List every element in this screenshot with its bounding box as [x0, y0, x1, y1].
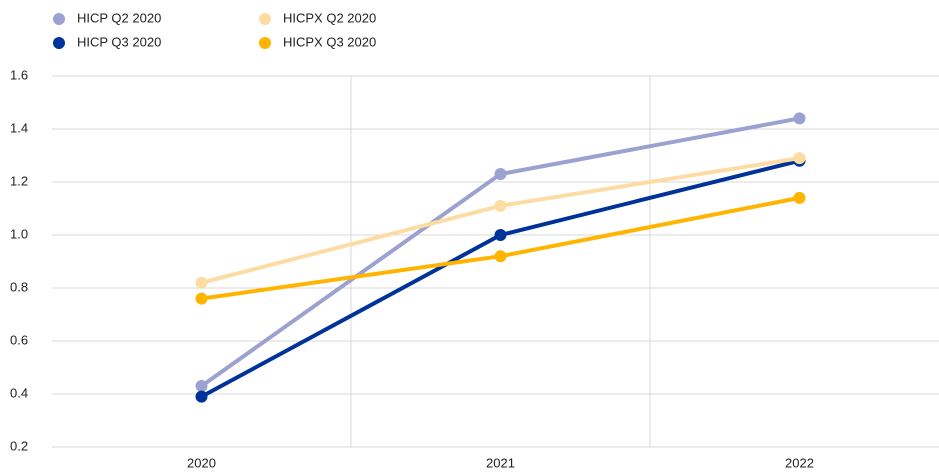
y-tick-label: 1.0 — [10, 226, 28, 241]
data-point — [793, 112, 806, 125]
x-tick-label: 2020 — [187, 455, 216, 470]
y-tick-label: 1.6 — [10, 67, 28, 82]
legend-marker — [53, 37, 65, 49]
data-point — [494, 168, 507, 181]
data-point — [195, 380, 208, 393]
data-point — [195, 390, 208, 403]
y-tick-label: 1.4 — [10, 120, 28, 135]
y-tick-label: 0.4 — [10, 385, 28, 400]
data-point — [494, 250, 507, 263]
legend-label: HICPX Q2 2020 — [283, 10, 376, 25]
data-point — [195, 292, 208, 305]
data-point — [494, 199, 507, 212]
y-tick-label: 1.2 — [10, 173, 28, 188]
legend-label: HICP Q2 2020 — [77, 10, 161, 25]
legend-marker — [53, 13, 65, 25]
x-tick-label: 2021 — [486, 455, 515, 470]
y-tick-label: 0.6 — [10, 332, 28, 347]
y-tick-label: 0.8 — [10, 279, 28, 294]
x-tick-label: 2022 — [785, 455, 814, 470]
data-point — [195, 276, 208, 289]
series-line — [201, 195, 800, 301]
data-point — [793, 152, 806, 165]
y-tick-label: 0.2 — [10, 438, 28, 453]
data-point — [494, 229, 507, 241]
legend-marker — [259, 37, 271, 49]
data-point — [793, 191, 806, 204]
legend-label: HICPX Q3 2020 — [283, 34, 376, 49]
series-line — [200, 158, 800, 399]
legend-label: HICP Q3 2020 — [77, 34, 161, 49]
legend-marker — [259, 13, 271, 25]
